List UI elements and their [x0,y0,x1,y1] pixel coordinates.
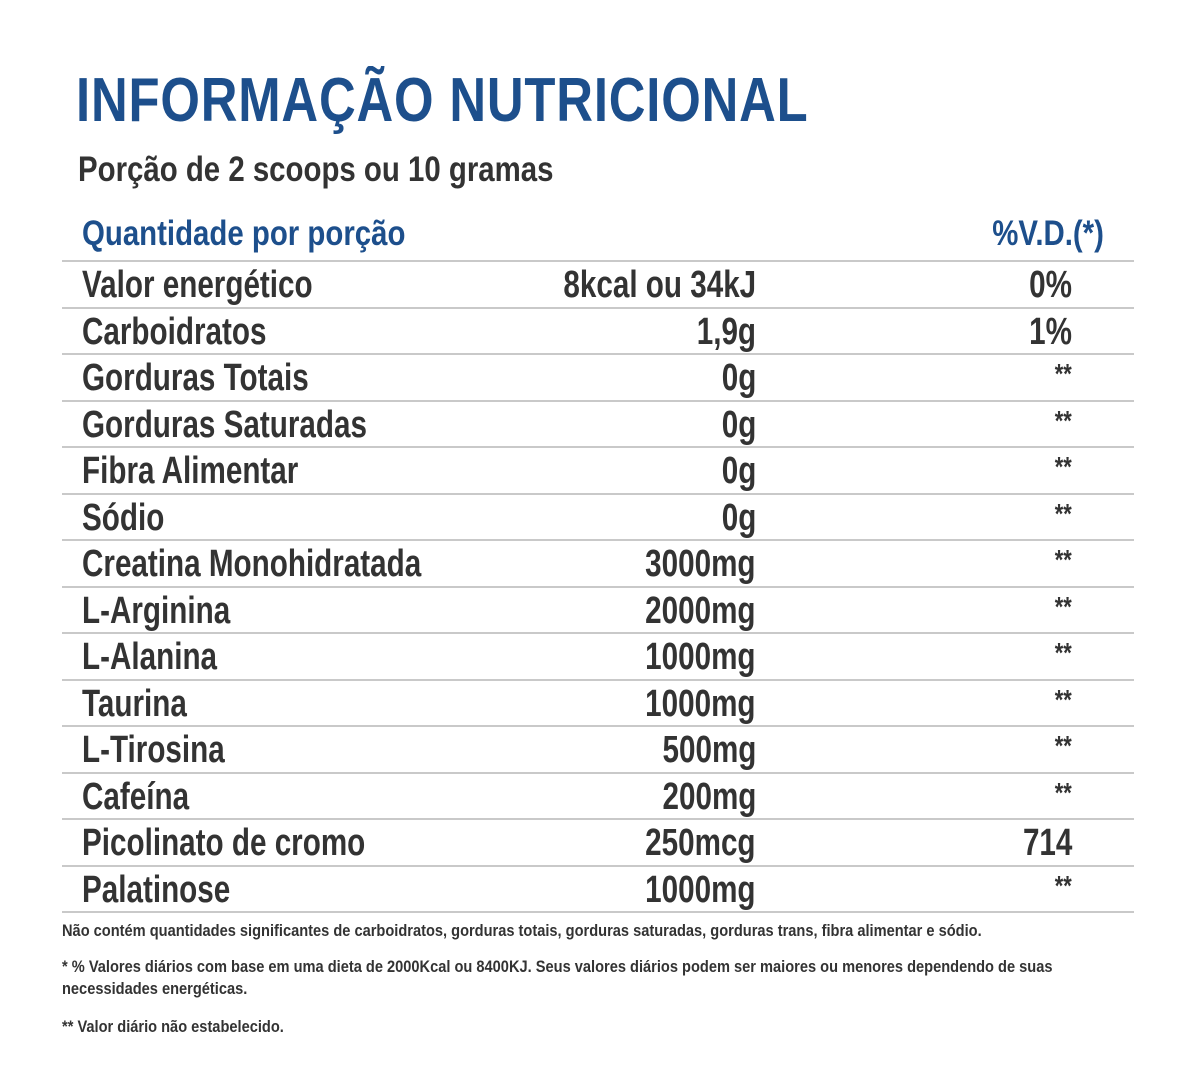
nutrient-amount: 0g [721,496,756,539]
nutrient-amount: 8kcal ou 34kJ [563,264,756,306]
page-title: INFORMAÇÃO NUTRICIONAL [76,66,809,135]
table-row: Carboidratos 1,9g 1% [62,309,1134,355]
nutrient-name: Cafeína [82,775,190,818]
nutrient-name: Taurina [82,682,187,725]
nutrient-name: Gorduras Saturadas [82,403,367,446]
nutrient-daily-value: ** [1054,637,1072,668]
nutrient-daily-value: ** [1054,776,1072,808]
table-body: Valor energético 8kcal ou 34kJ 0% Carboidra… [62,262,1134,913]
nutrient-name: Picolinato de cromo [82,822,366,864]
table-row: Palatinose 1000mg ** [62,867,1134,913]
nutrient-name: Palatinose [82,868,231,911]
nutrient-daily-value: 1% [1029,310,1072,353]
nutrient-amount: 200mg [662,775,756,818]
nutrient-daily-value: ** [1054,730,1072,761]
footnote-daily-value-basis: * % Valores diários com base em uma diet… [62,957,1053,998]
table-row: L-Tirosina 500mg ** [62,727,1134,774]
table-row: Valor energético 8kcal ou 34kJ 0% [62,262,1134,309]
nutrient-amount: 0g [721,357,756,399]
nutrition-table: Quantidade por porção %V.D.(*) Valor ene… [62,206,1134,913]
table-row: L-Arginina 2000mg ** [62,588,1134,634]
nutrient-daily-value: 0% [1029,264,1072,306]
nutrient-amount: 0g [721,403,756,446]
table-row: Cafeína 200mg ** [62,774,1134,820]
table-header: Quantidade por porção %V.D.(*) [62,206,1134,262]
table-row: Picolinato de cromo 250mcg 714 [62,820,1134,867]
table-row: L-Alanina 1000mg ** [62,634,1134,681]
table-row: Creatina Monohidratada 3000mg ** [62,541,1134,588]
nutrient-name: Creatina Monohidratada [82,543,422,585]
daily-value-header: %V.D.(*) [992,214,1104,253]
footnote-not-significant: Não contém quantidades significantes de … [62,921,982,940]
nutrient-name: Fibra Alimentar [82,450,299,492]
nutrient-name: Gorduras Totais [82,357,309,399]
table-row: Sódio 0g ** [62,495,1134,541]
nutrient-daily-value: ** [1054,683,1072,715]
nutrient-daily-value: ** [1054,544,1072,575]
nutrient-amount: 1000mg [645,682,756,725]
serving-size: Porção de 2 scoops ou 10 gramas [78,150,554,189]
nutrient-name: Carboidratos [82,310,267,353]
nutrient-daily-value: ** [1054,497,1072,529]
footnotes: Não contém quantidades significantes de … [62,920,1152,1038]
nutrient-daily-value: ** [1054,590,1072,622]
footnote-not-established: ** Valor diário não estabelecido. [62,1017,284,1036]
nutrient-amount: 1,9g [696,310,756,353]
nutrient-daily-value: 714 [1022,822,1072,864]
nutrient-amount: 250mcg [645,822,756,864]
table-row: Fibra Alimentar 0g ** [62,448,1134,495]
nutrient-daily-value: ** [1054,869,1072,901]
nutrient-daily-value: ** [1054,404,1072,436]
nutrient-amount: 1000mg [645,868,756,911]
nutrient-name: Sódio [82,496,165,539]
nutrient-amount: 3000mg [645,543,756,585]
nutrient-amount: 500mg [662,729,756,771]
nutrient-amount: 0g [721,450,756,492]
nutrient-name: Valor energético [82,264,313,306]
nutrient-name: L-Tirosina [82,729,225,771]
nutrient-name: L-Alanina [82,636,218,678]
nutrient-daily-value: ** [1054,451,1072,482]
nutrient-name: L-Arginina [82,589,231,632]
quantity-header: Quantidade por porção [82,214,406,253]
nutrient-daily-value: ** [1054,358,1072,389]
table-row: Gorduras Totais 0g ** [62,355,1134,402]
table-row: Taurina 1000mg ** [62,681,1134,727]
nutrient-amount: 2000mg [645,589,756,632]
table-row: Gorduras Saturadas 0g ** [62,402,1134,448]
nutrient-amount: 1000mg [645,636,756,678]
